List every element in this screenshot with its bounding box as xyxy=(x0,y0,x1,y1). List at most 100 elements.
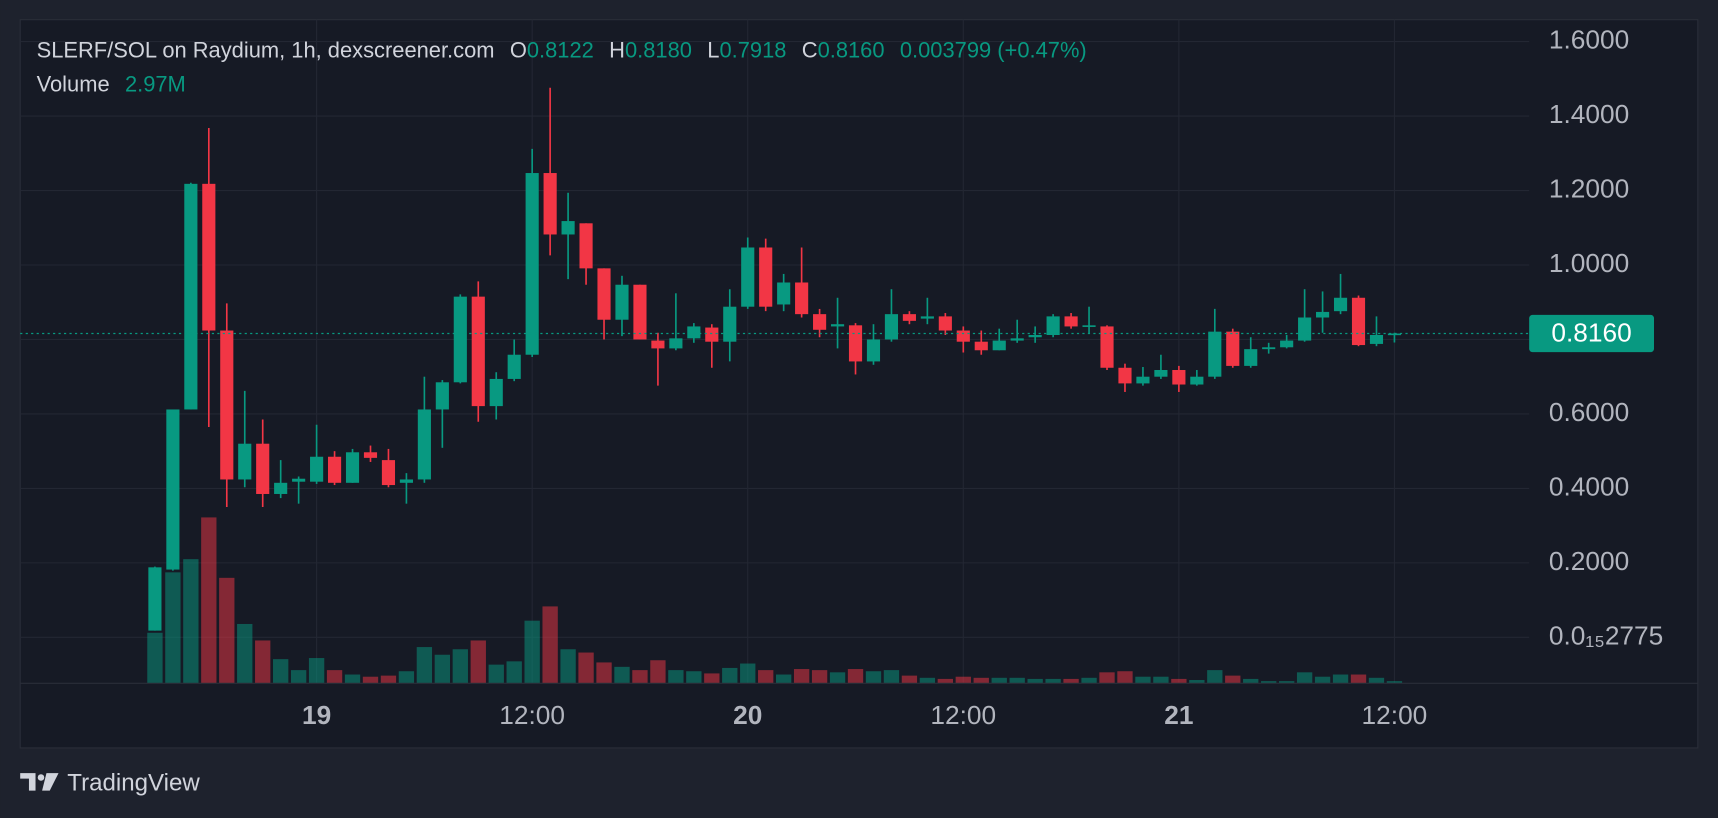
x-tick-label: 19 xyxy=(302,700,331,730)
volume-bar xyxy=(1314,676,1331,684)
logo-dot xyxy=(37,774,45,781)
volume-bar xyxy=(380,675,397,684)
volume-bar xyxy=(560,649,576,684)
volume-bar xyxy=(308,658,325,684)
volume-bar xyxy=(219,577,235,684)
legend-o: 0.8122 xyxy=(527,37,594,62)
legend-line: SLERF/SOL on Raydium, 1h, dexscreener.co… xyxy=(37,37,1087,62)
volume-bar xyxy=(973,677,989,684)
candle-body xyxy=(1333,297,1348,312)
candle-body xyxy=(256,443,270,494)
y-tick-label: 0.0₁₅2775 xyxy=(1549,620,1663,650)
candle-body xyxy=(399,479,413,483)
volume-label: Volume xyxy=(37,71,110,96)
volume-bar xyxy=(578,652,594,684)
volume-bar xyxy=(793,669,810,684)
candle-body xyxy=(1046,316,1060,335)
candle-body xyxy=(902,314,916,321)
candle-body xyxy=(1208,331,1222,377)
volume-bar xyxy=(201,517,217,684)
volume-bar xyxy=(937,678,954,684)
volume-bar xyxy=(668,670,684,684)
volume-bar xyxy=(955,676,971,684)
volume-bar xyxy=(1009,677,1025,684)
candle-body xyxy=(615,284,629,320)
candle-body xyxy=(705,327,719,342)
volume-bar xyxy=(542,606,558,684)
volume-bar xyxy=(416,647,433,684)
axes: 0.0₁₅27750.20000.40000.60000.80001.00001… xyxy=(20,25,1663,730)
volume-bar xyxy=(1081,677,1097,684)
volume-bar xyxy=(524,620,540,684)
legend-l: 0.7918 xyxy=(719,37,786,62)
candle-body xyxy=(417,409,431,480)
volume-bar xyxy=(1278,681,1295,684)
legend-h: 0.8180 xyxy=(625,37,692,62)
volume-bar xyxy=(1189,680,1205,684)
volume-bar xyxy=(865,671,882,684)
volume-bar xyxy=(722,667,738,684)
candle-body xyxy=(1118,367,1132,384)
volume-bar xyxy=(1296,672,1313,684)
volume-bar xyxy=(434,654,451,684)
volume-bar xyxy=(344,674,361,684)
candle-body xyxy=(741,247,755,307)
legend-c: 0.8160 xyxy=(818,37,885,62)
volume-bar xyxy=(1099,672,1115,684)
volume-bar xyxy=(704,673,720,684)
logo-shape xyxy=(20,773,36,791)
candle-body xyxy=(1190,376,1204,385)
candle-body xyxy=(992,340,1006,351)
candle-body xyxy=(723,306,737,342)
candle-body xyxy=(1010,338,1024,341)
candle-body xyxy=(1028,334,1042,338)
volume-bar xyxy=(1153,676,1169,684)
candle-layer xyxy=(148,87,1402,631)
candle-body xyxy=(759,247,773,307)
candle-body xyxy=(381,460,396,486)
volume-bar xyxy=(290,670,307,684)
volume-bar xyxy=(1027,678,1043,684)
tradingview-logo xyxy=(20,773,59,791)
candle-body xyxy=(848,325,863,362)
volume-bar xyxy=(1261,681,1277,684)
candle-body xyxy=(597,268,611,320)
candle-body xyxy=(633,284,647,340)
candle-body xyxy=(507,354,521,379)
candle-body xyxy=(795,282,809,315)
candle-body xyxy=(202,183,216,331)
volume-bar xyxy=(614,666,630,684)
volume-bar xyxy=(1386,681,1403,684)
candle-body xyxy=(1226,331,1240,366)
volume-bar xyxy=(255,640,271,684)
candle-body xyxy=(327,456,342,483)
volume-bar xyxy=(1045,678,1061,684)
volume-bar xyxy=(398,671,415,684)
candle-body xyxy=(525,173,539,355)
volume-bar xyxy=(740,663,756,684)
volume-bar xyxy=(488,664,504,684)
candle-body xyxy=(1298,317,1312,341)
volume-bar xyxy=(273,659,289,684)
candle-body xyxy=(777,282,791,305)
candle-body xyxy=(292,478,306,482)
candle-body xyxy=(435,382,449,410)
candle-body xyxy=(1280,340,1294,348)
volume-legend: Volume 2.97M xyxy=(37,71,186,96)
y-tick-label: 1.2000 xyxy=(1549,173,1629,203)
volume-bar xyxy=(829,672,846,684)
candle-body xyxy=(310,456,324,482)
x-tick-label: 12:00 xyxy=(1362,700,1428,730)
volume-bar xyxy=(632,670,648,684)
chart-panel xyxy=(19,19,1699,749)
y-tick-label: 1.6000 xyxy=(1549,25,1629,55)
volume-value: 2.97M xyxy=(125,71,186,96)
volume-bar xyxy=(901,675,918,684)
candle-body xyxy=(489,378,503,407)
volume-bar xyxy=(326,670,343,684)
volume-bar xyxy=(1063,678,1079,684)
volume-bar xyxy=(596,662,612,684)
volume-bar xyxy=(1225,675,1241,684)
last-price-box xyxy=(1529,314,1655,353)
